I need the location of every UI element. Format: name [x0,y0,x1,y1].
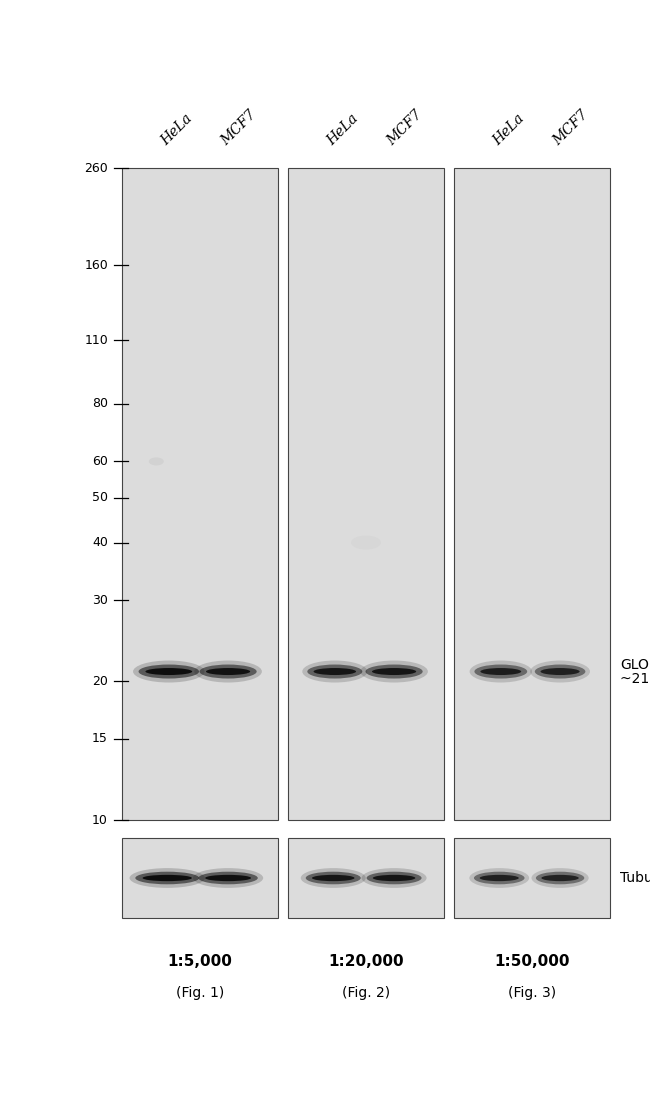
Text: 110: 110 [84,334,108,347]
Ellipse shape [469,661,532,683]
Text: (Fig. 1): (Fig. 1) [176,986,224,1000]
Text: ~21 kDa: ~21 kDa [620,672,650,686]
Text: HeLa: HeLa [325,112,361,148]
Text: 1:50,000: 1:50,000 [494,954,570,969]
Ellipse shape [301,869,366,888]
Bar [454,838,610,918]
Text: (Fig. 3): (Fig. 3) [508,986,556,1000]
Ellipse shape [142,875,192,881]
Ellipse shape [535,664,586,678]
Text: 1:20,000: 1:20,000 [328,954,404,969]
Bar [122,168,278,820]
Bar [288,168,444,820]
Ellipse shape [313,668,356,675]
Ellipse shape [361,869,426,888]
Bar [454,168,610,820]
Ellipse shape [367,872,422,884]
Text: GLO1: GLO1 [620,657,650,672]
Text: 160: 160 [84,258,108,271]
Ellipse shape [307,664,362,678]
Text: 60: 60 [92,455,108,468]
Text: 260: 260 [84,162,108,175]
Text: HeLa: HeLa [491,112,528,148]
Text: 80: 80 [92,397,108,410]
Text: 10: 10 [92,814,108,826]
Text: Tubulin: Tubulin [620,871,650,885]
Ellipse shape [146,668,192,675]
Ellipse shape [129,869,205,888]
Text: 30: 30 [92,594,108,607]
Ellipse shape [205,875,251,881]
Ellipse shape [474,872,525,884]
Ellipse shape [193,869,263,888]
Text: 40: 40 [92,536,108,549]
Ellipse shape [360,661,428,683]
Ellipse shape [469,869,529,888]
Text: MCF7: MCF7 [550,107,591,148]
Ellipse shape [200,664,257,678]
Ellipse shape [198,872,258,884]
Ellipse shape [149,457,164,465]
Text: MCF7: MCF7 [218,107,259,148]
Text: MCF7: MCF7 [384,107,424,148]
Text: 1:5,000: 1:5,000 [168,954,233,969]
Ellipse shape [372,668,416,675]
Ellipse shape [532,869,589,888]
Bar [122,838,278,918]
Ellipse shape [312,875,354,881]
Ellipse shape [474,664,527,678]
Ellipse shape [541,668,580,675]
Ellipse shape [206,668,250,675]
Text: 50: 50 [92,491,108,504]
Ellipse shape [138,664,199,678]
Ellipse shape [373,875,415,881]
Text: 20: 20 [92,675,108,688]
Ellipse shape [536,872,584,884]
Ellipse shape [480,875,519,881]
Ellipse shape [306,872,361,884]
Ellipse shape [135,872,199,884]
Ellipse shape [133,661,205,683]
Ellipse shape [530,661,590,683]
Ellipse shape [194,661,262,683]
Text: 15: 15 [92,732,108,745]
Ellipse shape [541,875,578,881]
Text: HeLa: HeLa [159,112,196,148]
Ellipse shape [351,536,381,549]
Ellipse shape [480,668,521,675]
Ellipse shape [302,661,367,683]
Ellipse shape [365,664,422,678]
Bar [288,838,444,918]
Text: (Fig. 2): (Fig. 2) [342,986,390,1000]
